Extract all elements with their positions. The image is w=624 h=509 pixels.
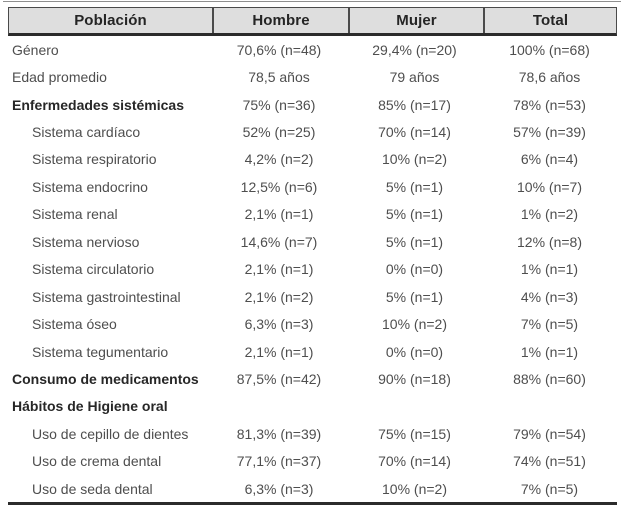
row-label: Hábitos de Higiene oral bbox=[12, 398, 168, 415]
table-row: Sistema óseo 6,3% (n=3) 10% (n=2) 7% (n=5) bbox=[8, 310, 617, 337]
table-row: Hábitos de Higiene oral bbox=[8, 393, 617, 420]
table-row: Uso de cepillo de dientes 81,3% (n=39) 75%… bbox=[8, 420, 617, 447]
row-label: Uso de cepillo de dientes bbox=[32, 425, 189, 442]
row-value: 10% (n=2) bbox=[382, 316, 447, 333]
row-label: Edad promedio bbox=[12, 69, 107, 86]
table-row: Enfermedades sistémicas 75% (n=36) 85% (n=… bbox=[8, 91, 617, 118]
row-value: 70% (n=14) bbox=[378, 453, 451, 470]
row-value: 10% (n=7) bbox=[517, 178, 582, 195]
row-value: 2,1% (n=1) bbox=[244, 343, 314, 360]
row-value: 70,6% (n=48) bbox=[236, 41, 322, 58]
row-value bbox=[211, 393, 347, 420]
row-value: 90% (n=18) bbox=[378, 370, 451, 387]
row-value: 75% (n=15) bbox=[378, 425, 451, 442]
table-row: Uso de crema dental 77,1% (n=37) 70% (n=14… bbox=[8, 448, 617, 475]
table-row: Edad promedio 78,5 años 79 años 78,6 años bbox=[8, 63, 617, 90]
row-value: 4% (n=3) bbox=[520, 288, 579, 305]
table-row: Sistema cardíaco 52% (n=25) 70% (n=14) 57% … bbox=[8, 118, 617, 145]
table-row: Sistema renal 2,1% (n=1) 5% (n=1) 1% (n=2) bbox=[8, 201, 617, 228]
row-value: 7% (n=5) bbox=[520, 480, 579, 497]
table-row: Sistema gastrointestinal 2,1% (n=2) 5% (n=… bbox=[8, 283, 617, 310]
row-label: Sistema circulatorio bbox=[32, 261, 155, 278]
row-label: Sistema gastrointestinal bbox=[32, 288, 181, 305]
row-value: 79% (n=54) bbox=[513, 425, 586, 442]
column-header-total: Total bbox=[483, 8, 616, 33]
row-value: 75% (n=36) bbox=[242, 96, 316, 113]
row-value: 0% (n=0) bbox=[385, 343, 444, 360]
table-row: Género 70,6% (n=48) 29,4% (n=20) 100% (n=68… bbox=[8, 36, 617, 63]
table-top-rule bbox=[3, 1, 621, 2]
row-value: 87,5% (n=42) bbox=[236, 370, 322, 387]
row-value: 1% (n=2) bbox=[520, 206, 579, 223]
column-header-hombre: Hombre bbox=[212, 8, 348, 33]
row-value: 70% (n=14) bbox=[378, 124, 451, 141]
row-label: Uso de seda dental bbox=[32, 480, 153, 497]
row-value bbox=[482, 393, 617, 420]
row-value: 74% (n=51) bbox=[513, 453, 586, 470]
population-statistics-table: Población Hombre Mujer Total Género 70,6%… bbox=[8, 7, 617, 506]
row-value: 7% (n=5) bbox=[520, 316, 579, 333]
row-value: 10% (n=2) bbox=[382, 151, 447, 168]
row-value: 5% (n=1) bbox=[385, 233, 444, 250]
row-label: Sistema endocrino bbox=[32, 178, 148, 195]
row-label: Sistema nervioso bbox=[32, 233, 140, 250]
row-value: 85% (n=17) bbox=[378, 96, 451, 113]
row-value: 57% (n=39) bbox=[513, 124, 586, 141]
row-value: 14,6% (n=7) bbox=[240, 233, 318, 250]
row-value: 29,4% (n=20) bbox=[372, 41, 457, 58]
row-value: 78,6 años bbox=[518, 69, 581, 86]
row-value bbox=[347, 393, 482, 420]
row-value: 78% (n=53) bbox=[513, 96, 586, 113]
table-row: Sistema respiratorio 4,2% (n=2) 10% (n=2) 6… bbox=[8, 146, 617, 173]
row-value: 6% (n=4) bbox=[520, 151, 579, 168]
row-value: 52% (n=25) bbox=[242, 124, 316, 141]
table-row: Uso de seda dental 6,3% (n=3) 10% (n=2) 7% … bbox=[8, 475, 617, 502]
row-label: Sistema renal bbox=[32, 206, 118, 223]
row-value: 1% (n=1) bbox=[520, 343, 579, 360]
table-row: Consumo de medicamentos 87,5% (n=42) 90% (… bbox=[8, 365, 617, 392]
table-row: Sistema endocrino 12,5% (n=6) 5% (n=1) 10% … bbox=[8, 173, 617, 200]
row-value: 77,1% (n=37) bbox=[236, 453, 322, 470]
table-row: Sistema circulatorio 2,1% (n=1) 0% (n=0) 1%… bbox=[8, 256, 617, 283]
row-value: 78,5 años bbox=[248, 69, 310, 86]
table-header-row: Población Hombre Mujer Total bbox=[8, 7, 617, 36]
row-value: 100% (n=68) bbox=[509, 41, 590, 58]
row-value: 2,1% (n=1) bbox=[244, 261, 314, 278]
row-value: 10% (n=2) bbox=[382, 480, 447, 497]
row-value: 2,1% (n=2) bbox=[244, 288, 314, 305]
row-label: Sistema óseo bbox=[32, 316, 117, 333]
row-value: 6,3% (n=3) bbox=[244, 480, 314, 497]
row-label: Uso de crema dental bbox=[32, 453, 162, 470]
row-value: 5% (n=1) bbox=[385, 206, 444, 223]
row-label: Enfermedades sistémicas bbox=[12, 96, 184, 113]
row-label: Consumo de medicamentos bbox=[12, 370, 199, 387]
row-value: 4,2% (n=2) bbox=[244, 151, 314, 168]
row-value: 12,5% (n=6) bbox=[240, 178, 318, 195]
column-header-mujer: Mujer bbox=[348, 8, 483, 33]
row-value: 79 años bbox=[389, 69, 440, 86]
row-value: 5% (n=1) bbox=[385, 178, 444, 195]
column-header-poblacion: Población bbox=[74, 12, 147, 29]
row-value: 81,3% (n=39) bbox=[236, 425, 322, 442]
row-label: Sistema tegumentario bbox=[32, 343, 169, 360]
row-value: 12% (n=8) bbox=[517, 233, 582, 250]
row-value: 6,3% (n=3) bbox=[244, 316, 314, 333]
table-body: Género 70,6% (n=48) 29,4% (n=20) 100% (n=68… bbox=[8, 36, 617, 506]
row-label: Género bbox=[12, 41, 59, 58]
table-row: Sistema tegumentario 2,1% (n=1) 0% (n=0) 1%… bbox=[8, 338, 617, 365]
row-value: 1% (n=1) bbox=[520, 261, 579, 278]
row-value: 5% (n=1) bbox=[385, 288, 444, 305]
row-value: 2,1% (n=1) bbox=[244, 206, 314, 223]
row-label: Sistema cardíaco bbox=[32, 124, 141, 141]
row-value: 88% (n=60) bbox=[513, 370, 586, 387]
row-value: 0% (n=0) bbox=[385, 261, 444, 278]
row-label: Sistema respiratorio bbox=[32, 151, 157, 168]
table-row: Sistema nervioso 14,6% (n=7) 5% (n=1) 12% (… bbox=[8, 228, 617, 255]
